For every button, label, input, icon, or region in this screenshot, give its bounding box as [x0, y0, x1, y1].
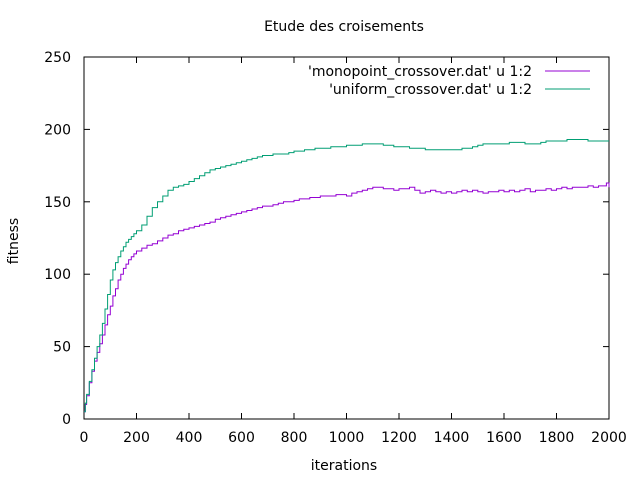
chart-title: Etude des croisements — [264, 19, 424, 35]
legend-label: 'monopoint_crossover.dat' u 1:2 — [308, 64, 532, 80]
x-tick-label: 1600 — [486, 430, 522, 446]
x-tick-label: 200 — [123, 430, 150, 446]
x-axis-label: iterations — [311, 458, 377, 474]
x-tick-label: 1800 — [539, 430, 575, 446]
x-tick-label: 1000 — [329, 430, 365, 446]
y-tick-label: 100 — [44, 267, 71, 283]
y-axis-label: fitness — [6, 218, 22, 264]
ticks-layer: 0 200 400 600 800 1000 1200 1400 1600 1800 2000 0 50… — [44, 50, 627, 446]
legend: 'monopoint_crossover.dat' u 1:2 'uniform_… — [308, 64, 590, 98]
x-tick-label: 800 — [281, 430, 308, 446]
x-tick-label: 2000 — [591, 430, 627, 446]
x-tick-label: 1400 — [434, 430, 470, 446]
series-layer — [84, 139, 610, 413]
x-tick-label: 400 — [176, 430, 203, 446]
x-tick-label: 600 — [228, 430, 255, 446]
y-tick-label: 50 — [53, 340, 71, 356]
x-tick-label: 1200 — [381, 430, 417, 446]
legend-label: 'uniform_crossover.dat' u 1:2 — [329, 82, 532, 98]
x-tick-label: 0 — [80, 430, 89, 446]
y-tick-label: 200 — [44, 122, 71, 138]
y-tick-label: 150 — [44, 195, 71, 211]
series-line-monopoint — [84, 182, 610, 413]
series-line-uniform — [84, 139, 609, 413]
y-tick-label: 0 — [62, 412, 71, 428]
y-tick-label: 250 — [44, 50, 71, 66]
